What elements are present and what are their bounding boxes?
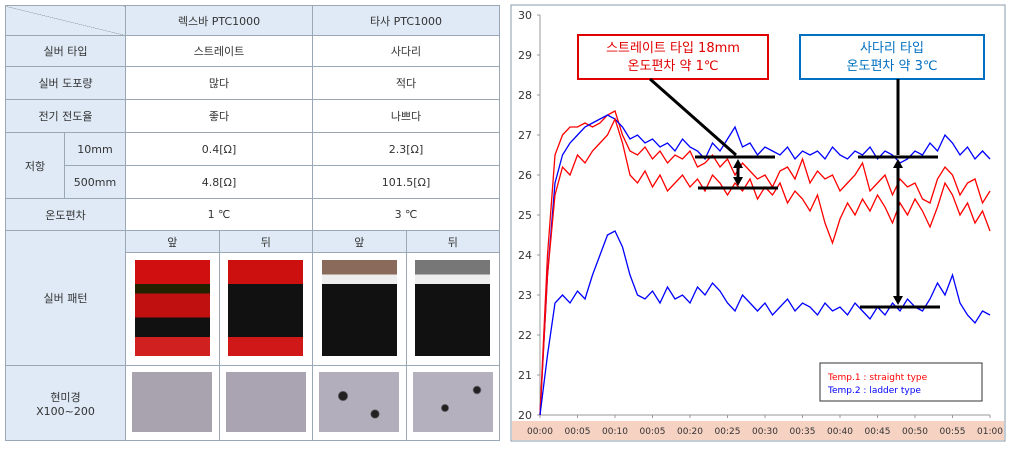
- photo-cell: [125, 365, 220, 441]
- photo: [228, 259, 304, 356]
- photo-cell: [405, 252, 500, 366]
- y-tick-label: 21: [518, 369, 532, 382]
- arrow-head: [733, 159, 743, 168]
- cell: 3 ℃: [312, 198, 500, 231]
- annotation-text: 사다리 타입: [860, 41, 924, 56]
- photo: [134, 259, 210, 356]
- row-label: 현미경 X100~200: [5, 365, 126, 441]
- arrow-head: [733, 177, 743, 186]
- y-tick-label: 20: [518, 409, 532, 422]
- x-tick-label: 00:10: [602, 427, 628, 437]
- y-tick-label: 30: [518, 9, 532, 22]
- row-label: 실버 패턴: [5, 230, 126, 366]
- cell: 사다리: [312, 35, 500, 67]
- cell: 2.3[Ω]: [312, 132, 500, 166]
- photo: [415, 259, 491, 356]
- photo: [412, 371, 493, 432]
- x-tick-label: 00:55: [940, 427, 966, 437]
- label-line: 현미경: [50, 390, 81, 404]
- series-line: [539, 110, 991, 416]
- arrow-head: [893, 296, 903, 305]
- sub-label: 500mm: [64, 165, 126, 199]
- annotation-text: 온도편차 약 3℃: [847, 59, 938, 74]
- header-cell: 타사 PTC1000: [312, 5, 500, 36]
- comparison-table: 렉스바 PTC1000 타사 PTC1000 실버 타입 스트레이트 사다리 실버 …: [5, 5, 500, 441]
- x-axis-band: [512, 421, 1004, 440]
- x-tick-label: 00:05: [640, 427, 666, 437]
- x-tick-label: 00:50: [902, 427, 928, 437]
- side-label: 뒤: [405, 230, 500, 253]
- y-tick-label: 25: [518, 209, 532, 222]
- legend-entry: Temp.2 : ladder type: [827, 386, 921, 396]
- x-tick-label: 00:05: [565, 427, 591, 437]
- row-label: 실버 도포량: [5, 66, 126, 100]
- photo-cell: [218, 365, 313, 441]
- side-label: 앞: [312, 230, 407, 253]
- photo-cell: [218, 252, 313, 366]
- photo: [132, 371, 213, 432]
- x-tick-label: 00:20: [677, 427, 703, 437]
- y-tick-label: 27: [518, 129, 532, 142]
- y-tick-label: 26: [518, 169, 532, 182]
- y-tick-label: 22: [518, 329, 532, 342]
- side-label: 앞: [125, 230, 220, 253]
- sub-label: 10mm: [64, 132, 126, 166]
- row-label: 저항: [5, 132, 65, 199]
- legend-entry: Temp.1 : straight type: [827, 373, 928, 383]
- photo-cell: [312, 252, 407, 366]
- cell: 적다: [312, 66, 500, 100]
- row-label: 실버 타입: [5, 35, 126, 67]
- pointer-line: [649, 77, 737, 157]
- label-line: X100~200: [36, 404, 95, 418]
- photo-cell: [312, 365, 407, 441]
- photo-cell: [125, 252, 220, 366]
- cell: 101.5[Ω]: [312, 165, 500, 199]
- photo: [321, 259, 397, 356]
- row-label: 온도편차: [5, 198, 126, 231]
- annotation-box: [577, 34, 769, 80]
- cell: 1 ℃: [125, 198, 313, 231]
- y-tick-label: 29: [518, 49, 532, 62]
- header-cell: 렉스바 PTC1000: [125, 5, 313, 36]
- cell: 스트레이트: [125, 35, 313, 67]
- arrow-head: [893, 159, 903, 168]
- x-tick-label: 00:35: [790, 427, 816, 437]
- annotation-box: [799, 34, 985, 80]
- legend-box: [819, 362, 983, 402]
- row-label: 전기 전도율: [5, 99, 126, 133]
- x-tick-label: 00:40: [827, 427, 853, 437]
- cell: 4.8[Ω]: [125, 165, 313, 199]
- y-tick-label: 24: [518, 249, 532, 262]
- x-tick-label: 00:00: [527, 427, 553, 437]
- chart: 20 21 22 23 24 25 26 27 28 29 30 00:00 00:05 00:10 00:…: [510, 4, 1006, 442]
- cell: 나쁘다: [312, 99, 500, 133]
- x-tick-label: 00:45: [865, 427, 891, 437]
- cell: 많다: [125, 66, 313, 100]
- cell: 좋다: [125, 99, 313, 133]
- y-tick-label: 28: [518, 89, 532, 102]
- photo-cell: [405, 365, 500, 441]
- x-tick-label: 01:00: [977, 427, 1003, 437]
- photo: [319, 371, 400, 432]
- annotation-text: 온도편차 약 1℃: [628, 59, 719, 74]
- annotation-text: 스트레이트 타입 18mm: [606, 41, 740, 56]
- y-tick-label: 23: [518, 289, 532, 302]
- corner-cell: [5, 5, 126, 36]
- side-label: 뒤: [218, 230, 313, 253]
- cell: 0.4[Ω]: [125, 132, 313, 166]
- photo: [225, 371, 306, 432]
- x-tick-label: 00:25: [715, 427, 741, 437]
- x-tick-label: 00:30: [752, 427, 778, 437]
